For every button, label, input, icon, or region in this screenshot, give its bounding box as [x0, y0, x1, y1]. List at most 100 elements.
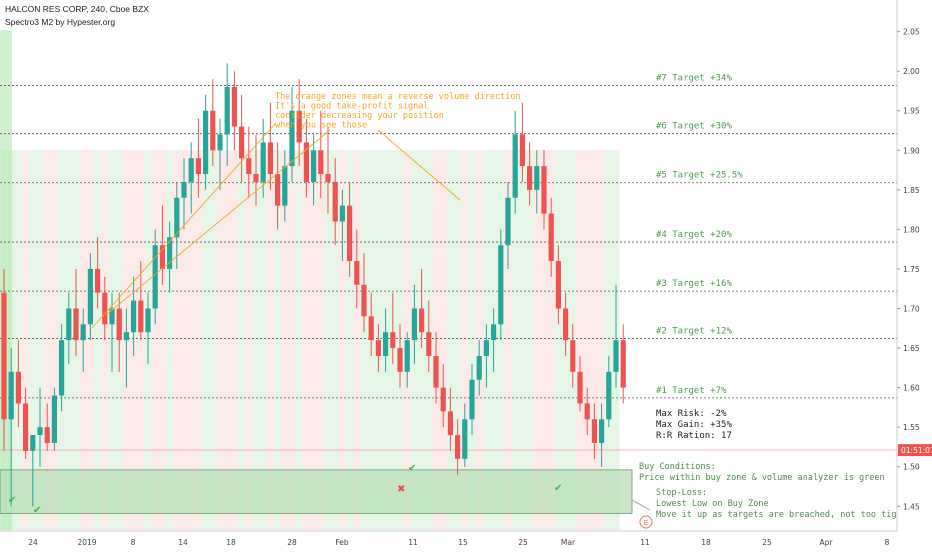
buy-conditions-text: Price within buy zone & volume analyzer … — [639, 473, 885, 483]
volume-band — [166, 150, 174, 530]
candle-body — [591, 419, 597, 443]
y-tick-label: 1.55 — [903, 423, 920, 432]
volume-band — [310, 150, 318, 530]
x-axis[interactable]: 24 2019 8 14 18 28 Feb 11 15 25 Mar 11 18 25 Apr 8 — [0, 530, 897, 550]
candle-body — [188, 158, 194, 182]
annotation-text: consider decreasing your position — [275, 111, 444, 121]
symbol-title[interactable]: HALCON RES CORP, 240, Cboe BZX — [5, 4, 149, 14]
y-tick-label: 1.45 — [903, 502, 920, 511]
candle-body — [123, 332, 129, 341]
volume-band — [605, 150, 613, 530]
candle-body — [275, 174, 281, 206]
candle-body — [30, 435, 36, 451]
x-tick-label: 25 — [762, 538, 772, 547]
candle-body — [224, 87, 230, 135]
volume-band — [158, 150, 166, 530]
volume-band — [151, 150, 159, 530]
volume-band — [259, 150, 267, 530]
x-tick-label: 18 — [226, 538, 236, 547]
candle-body — [87, 268, 93, 325]
x-tick-label: 11 — [408, 538, 418, 547]
x-tick-label: Apr — [820, 538, 834, 547]
check-icon: ✔ — [408, 463, 416, 474]
y-tick-label: 1.50 — [903, 463, 920, 472]
volume-band — [475, 150, 483, 530]
x-tick-label: 25 — [518, 538, 528, 547]
candle-body — [462, 419, 468, 459]
candle-body — [483, 340, 489, 356]
candle-body — [404, 340, 410, 372]
candle-body — [419, 308, 425, 333]
candle-body — [534, 166, 540, 190]
volume-band — [50, 150, 58, 530]
candle-body — [203, 110, 209, 175]
candle-body — [548, 213, 554, 262]
x-tick-label: 18 — [701, 538, 711, 547]
target-label: #1 Target +7% — [656, 386, 727, 396]
candle-body — [267, 142, 273, 175]
annotation-layer: The orange zones mean a reverse volume d… — [0, 92, 912, 529]
volume-band — [281, 150, 289, 530]
candle-body — [469, 379, 475, 420]
candle-body — [95, 268, 101, 293]
volume-band — [295, 150, 303, 530]
candle-body — [563, 308, 569, 341]
x-tick-label: 14 — [178, 538, 188, 547]
candle-body — [455, 435, 461, 459]
target-label: #4 Target +20% — [656, 230, 732, 240]
volume-band — [554, 150, 562, 530]
annotation-pointer — [91, 123, 276, 329]
candle-body — [325, 174, 331, 182]
indicator-title[interactable]: Spectro3 M2 by Hypester.org — [5, 17, 116, 27]
volume-band — [14, 150, 22, 530]
volume-band — [230, 150, 238, 530]
y-tick-label: 2.00 — [903, 67, 920, 76]
candle-body — [426, 332, 432, 356]
stop-loss-text: Stop-Loss: — [656, 488, 707, 498]
x-tick-label: 28 — [287, 538, 297, 547]
x-tick-label: Feb — [335, 538, 349, 547]
price-tag — [898, 444, 932, 457]
volume-band — [353, 150, 361, 530]
y-tick-label: 1.90 — [903, 146, 920, 155]
price-tag-label: 01:51:07 — [901, 446, 932, 455]
annotation-pointer — [105, 129, 331, 316]
volume-band — [266, 150, 274, 530]
candle-body — [102, 292, 108, 325]
candle-body — [44, 427, 50, 443]
volume-band — [468, 150, 476, 530]
candle-body — [476, 355, 482, 380]
volume-band — [439, 150, 447, 530]
volume-band — [238, 150, 246, 530]
stop-loss-pointer — [631, 499, 651, 511]
candle-body — [606, 371, 612, 420]
volume-band — [187, 150, 195, 530]
volume-band — [331, 150, 339, 530]
volume-band — [598, 150, 606, 530]
x-tick-label: 2019 — [77, 538, 96, 547]
candle-body — [318, 150, 324, 175]
annotation-text: The orange zones mean a reverse volume d… — [275, 92, 521, 102]
candle-body — [512, 134, 518, 198]
volume-band — [454, 150, 462, 530]
candle-body — [80, 324, 86, 341]
candle-body — [23, 403, 29, 451]
candle-body — [8, 371, 14, 420]
target-label: #7 Target +34% — [656, 73, 732, 83]
candle-body — [505, 197, 511, 246]
buy-zone-layer — [0, 469, 633, 514]
volume-band — [288, 150, 296, 530]
candle-body — [354, 261, 360, 285]
candle-body — [1, 292, 7, 420]
candle-body — [210, 110, 216, 151]
y-axis[interactable]: 2.05 2.00 1.95 1.90 1.85 1.80 1.75 1.70 1.65 1.60… — [896, 0, 932, 550]
candle-body — [152, 245, 158, 309]
volume-band — [29, 150, 37, 530]
x-tick-label: 8 — [131, 538, 136, 547]
candle-body — [15, 371, 21, 404]
candle-body — [116, 308, 122, 341]
annotation-text: when you see those — [275, 121, 367, 131]
candle-body — [66, 308, 72, 341]
target-lines: #1 Target +7% #2 Target +12% #3 Target +16… — [0, 73, 897, 399]
